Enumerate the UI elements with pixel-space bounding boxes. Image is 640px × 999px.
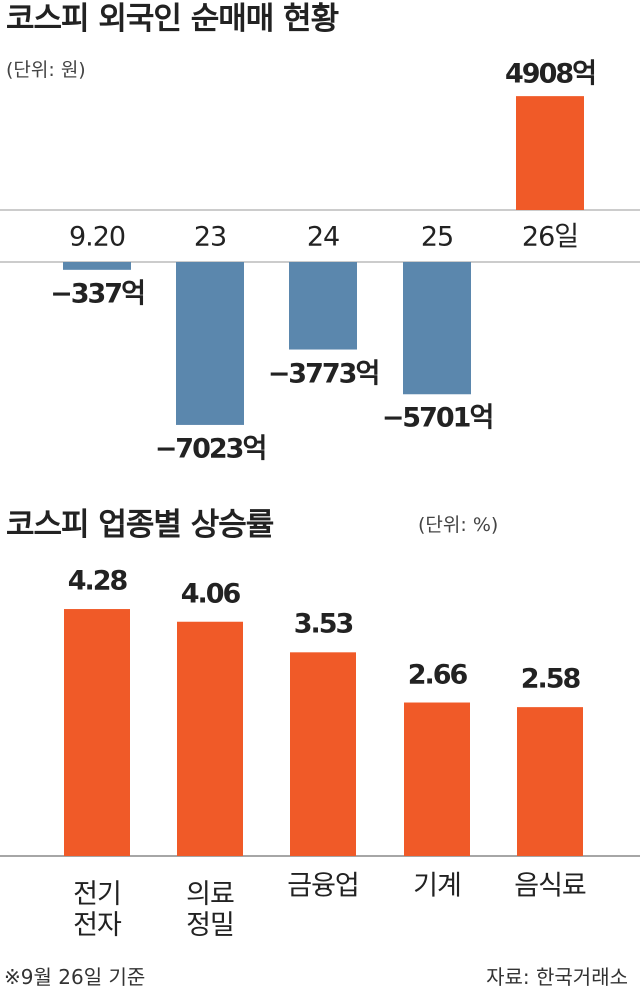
bar <box>290 652 356 856</box>
unit-label: (단위: %) <box>418 514 499 536</box>
value-label: −3773억 <box>267 358 381 390</box>
bar <box>517 707 583 856</box>
source: 자료: 한국거래소 <box>486 965 628 989</box>
value-label: −7023억 <box>154 433 268 465</box>
bar <box>403 262 471 395</box>
chart-title: 코스피 외국인 순매매 현황 <box>6 1 339 37</box>
value-label: 4.06 <box>180 578 242 610</box>
x-tick-label: 기계 <box>413 870 462 902</box>
value-label: 4908억 <box>505 58 597 90</box>
x-tick-label: 26일 <box>521 221 579 253</box>
bar <box>516 96 584 210</box>
bar <box>176 262 244 425</box>
value-label: 2.66 <box>407 658 469 690</box>
bar <box>404 702 470 856</box>
bar <box>177 621 243 856</box>
chart-title: 코스피 업종별 상승률 <box>6 507 274 543</box>
bar <box>63 262 131 270</box>
unit-label: (단위: 원) <box>6 59 86 81</box>
bar <box>64 609 130 856</box>
x-tick-label: 23 <box>193 221 227 253</box>
x-tick-label: 금융업 <box>287 870 360 902</box>
value-label: −337억 <box>50 278 146 310</box>
x-tick-label: 전기 전자 <box>73 878 122 941</box>
x-tick-label: 9.20 <box>68 221 126 253</box>
bar <box>289 262 357 350</box>
value-label: 3.53 <box>293 608 355 640</box>
x-tick-label: 의료 정밀 <box>186 878 235 941</box>
value-label: 2.58 <box>520 663 582 695</box>
x-tick-label: 24 <box>306 221 340 253</box>
x-tick-label: 25 <box>420 221 454 253</box>
value-label: 4.28 <box>67 565 129 597</box>
value-label: −5701억 <box>381 402 495 434</box>
note: ※9월 26일 기준 <box>4 965 146 989</box>
x-tick-label: 음식료 <box>514 870 587 902</box>
